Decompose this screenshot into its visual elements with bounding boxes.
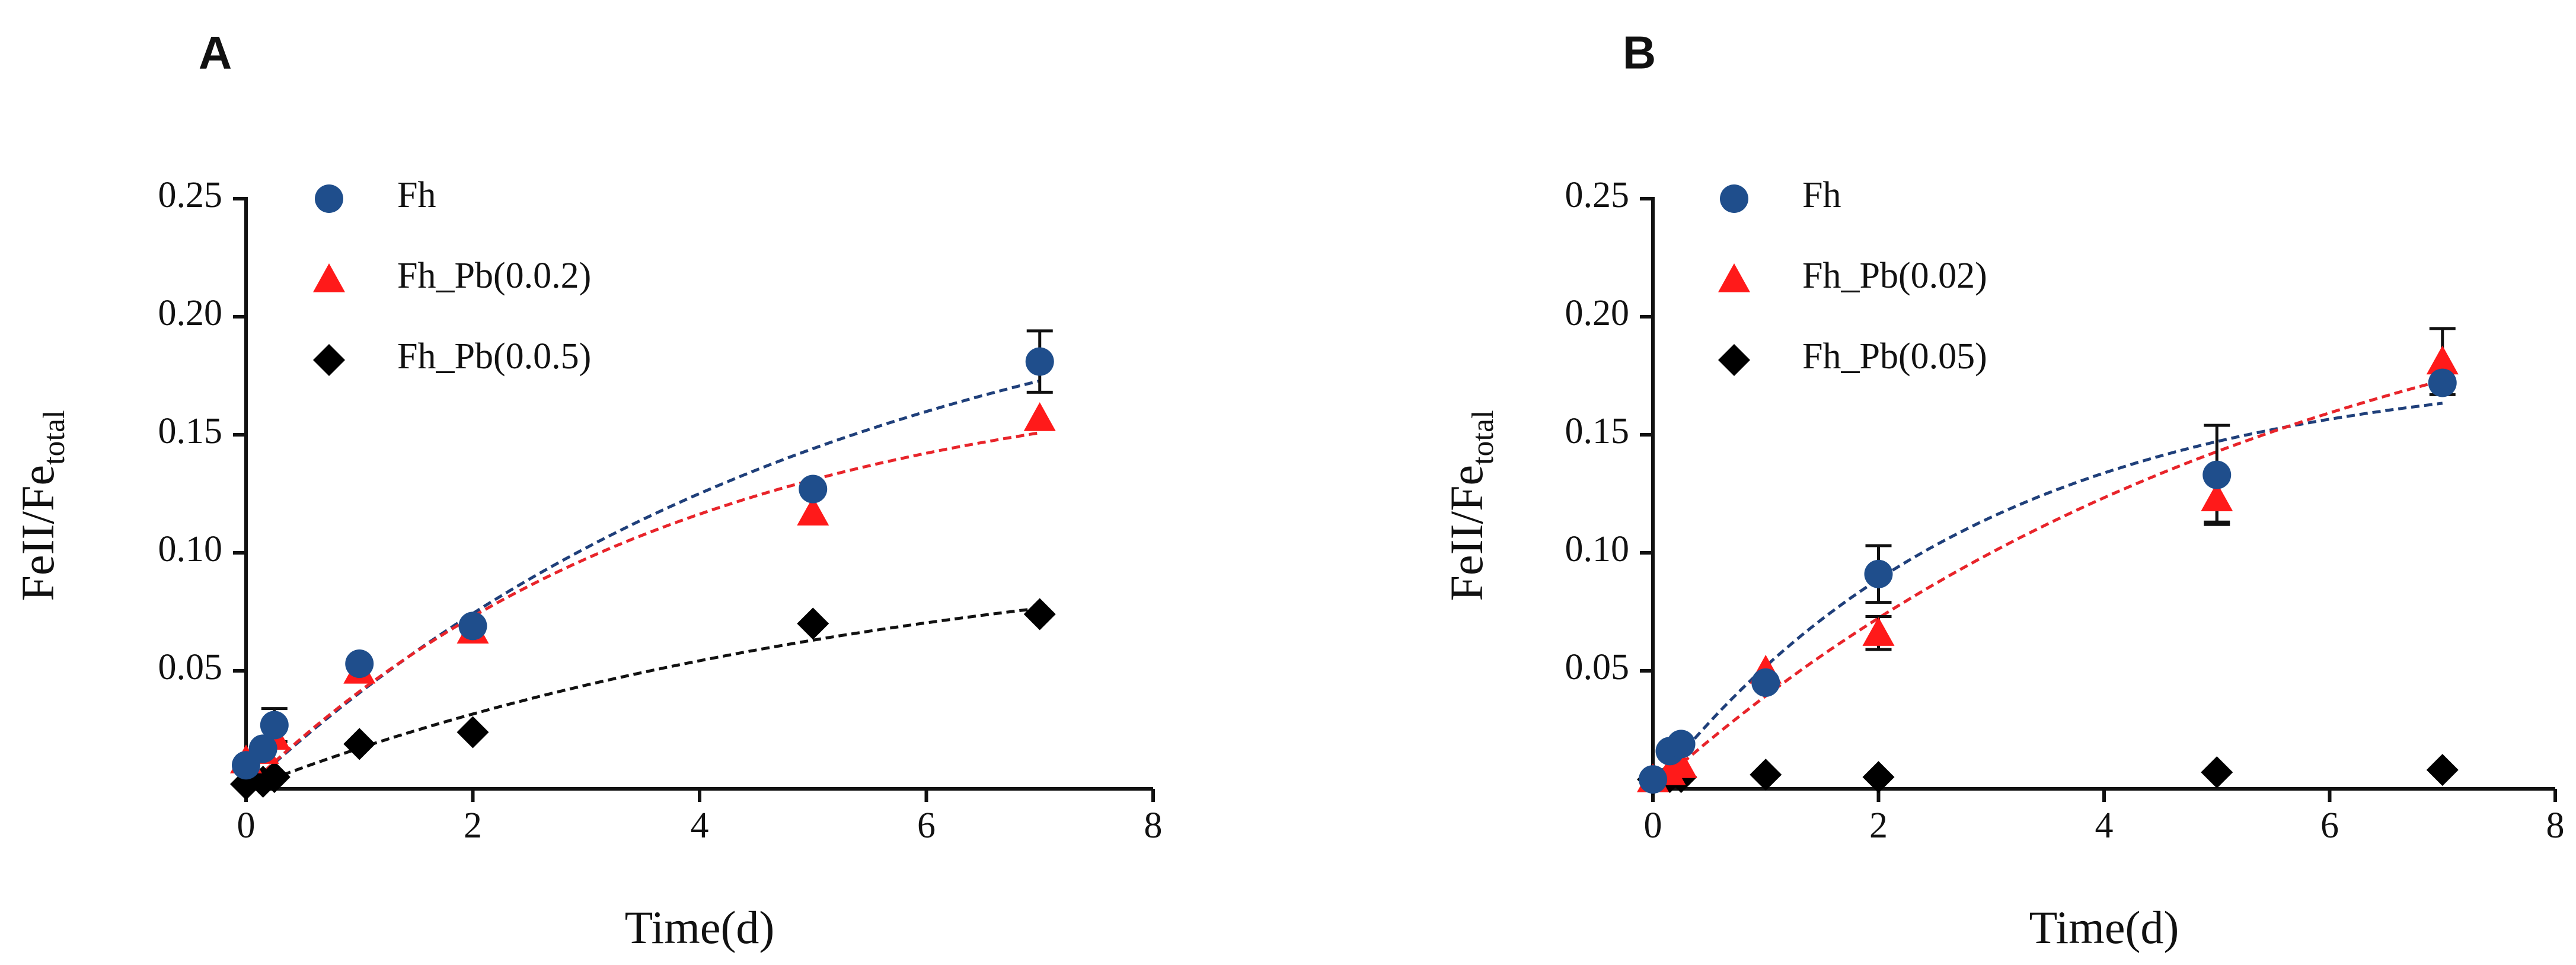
y-axis-title: FeII/Fetotal xyxy=(12,410,71,601)
x-tick-label: 6 xyxy=(917,805,936,846)
data-point-circle xyxy=(260,711,289,740)
data-point-diamond xyxy=(258,761,291,794)
data-point-circle xyxy=(1639,765,1667,794)
y-tick-label: 0.05 xyxy=(158,647,223,687)
y-tick-label: 0.25 xyxy=(1565,175,1630,215)
x-tick-label: 8 xyxy=(2546,805,2565,846)
fit-curve-1 xyxy=(245,379,1040,790)
data-point-triangle xyxy=(1665,749,1697,778)
y-axis-title-subscript: total xyxy=(1466,410,1500,464)
y-tick-label: 0.15 xyxy=(158,411,223,451)
data-point-circle xyxy=(1751,668,1780,697)
panel-label: B xyxy=(1623,27,1656,79)
data-point-diamond xyxy=(457,716,489,749)
fit-curve-1 xyxy=(1652,402,2443,790)
data-point-circle xyxy=(2202,460,2232,489)
x-tick-label: 4 xyxy=(2095,805,2114,846)
data-point-diamond xyxy=(2426,754,2459,786)
data-point-circle xyxy=(1864,559,1893,588)
data-point-circle xyxy=(345,649,374,679)
y-axis-title-main: FeII/Fe xyxy=(12,465,63,601)
panel-a: A 0 2 4 6 8 0.05 0.10 0.15 0.20 0.25 Time(d) FeII/Fe… xyxy=(12,27,1163,953)
data-point-circle xyxy=(1025,347,1054,376)
y-tick-label: 0.20 xyxy=(1565,293,1630,333)
y-axis-title-subscript: total xyxy=(37,410,71,464)
panel-b: B 0 2 4 6 8 0.05 0.10 0.15 0.20 0.25 Time(d) FeII/Fe… xyxy=(1441,27,2565,953)
data-point-triangle xyxy=(2426,345,2459,375)
data-point-circle xyxy=(2428,368,2457,397)
data-point-diamond xyxy=(797,607,829,640)
fit-curve-2 xyxy=(245,431,1040,790)
legend-label: Fh xyxy=(1802,175,1841,215)
data-point-diamond xyxy=(1862,761,1895,794)
data-point-circle xyxy=(1667,730,1696,759)
y-tick-label: 0.15 xyxy=(1565,411,1630,451)
panel-label: A xyxy=(199,27,232,79)
x-tick-label: 0 xyxy=(237,805,256,846)
y-tick-label: 0.10 xyxy=(158,529,223,569)
legend-marker-diamond xyxy=(313,344,345,376)
legend-label: Fh xyxy=(397,175,436,215)
x-tick-label: 6 xyxy=(2320,805,2339,846)
fit-curve-2 xyxy=(1652,378,2443,790)
legend-marker-diamond xyxy=(1718,344,1750,376)
data-point-triangle xyxy=(2201,482,2233,512)
data-point-triangle xyxy=(1023,402,1056,431)
data-point-diamond xyxy=(343,728,376,760)
x-tick-label: 2 xyxy=(1869,805,1888,846)
legend-marker-circle xyxy=(315,184,343,213)
legend-label: Fh_Pb(0.05) xyxy=(1802,336,1987,377)
y-axis-title-main: FeII/Fe xyxy=(1441,465,1492,601)
x-tick-label: 2 xyxy=(464,805,482,846)
x-axis-title: Time(d) xyxy=(625,902,775,953)
data-point-diamond xyxy=(2201,756,2233,789)
data-point-triangle xyxy=(1862,617,1895,646)
legend-label: Fh_Pb(0.02) xyxy=(1802,256,1987,296)
x-axis-title: Time(d) xyxy=(2029,902,2179,953)
data-point-diamond xyxy=(1750,759,1782,791)
legend-marker-triangle xyxy=(1718,263,1750,292)
legend-marker-triangle xyxy=(313,263,345,292)
y-tick-label: 0.05 xyxy=(1565,647,1630,687)
x-tick-label: 8 xyxy=(1144,805,1163,846)
fit-curve-3 xyxy=(245,606,1040,791)
data-point-circle xyxy=(248,734,277,763)
x-tick-label: 0 xyxy=(1644,805,1662,846)
x-tick-label: 4 xyxy=(691,805,709,846)
legend-label: Fh_Pb(0.0.5) xyxy=(397,336,591,377)
data-point-circle xyxy=(458,612,487,641)
data-point-circle xyxy=(799,474,828,504)
legend-label: Fh_Pb(0.0.2) xyxy=(397,256,591,296)
data-point-diamond xyxy=(1023,598,1056,630)
y-axis-title: FeII/Fetotal xyxy=(1441,410,1500,601)
y-tick-label: 0.10 xyxy=(1565,529,1630,569)
legend-marker-circle xyxy=(1720,184,1748,213)
y-tick-label: 0.25 xyxy=(158,175,223,215)
data-point-triangle xyxy=(797,496,829,526)
y-tick-label: 0.20 xyxy=(158,293,223,333)
